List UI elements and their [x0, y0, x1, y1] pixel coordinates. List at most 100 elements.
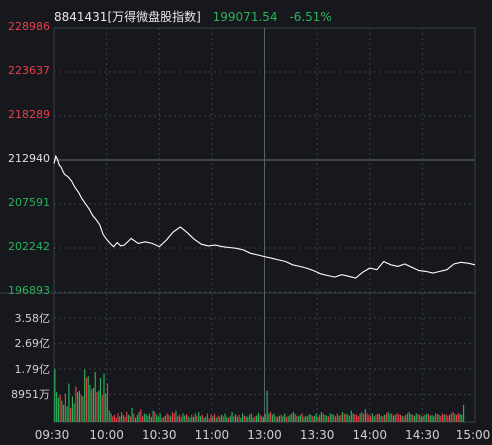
volume-bar: [115, 417, 117, 422]
volume-bar: [406, 413, 409, 422]
volume-bar: [198, 412, 200, 422]
volume-bar: [63, 404, 65, 422]
volume-bar: [256, 415, 258, 422]
volume-bar: [124, 416, 126, 422]
volume-bar: [382, 416, 384, 422]
volume-bar: [140, 409, 142, 422]
volume-bar: [391, 413, 393, 422]
volume-bar: [87, 376, 89, 422]
volume-bar: [441, 413, 444, 422]
volume-bar: [331, 414, 333, 422]
price-line: [53, 154, 476, 279]
volume-bar: [66, 406, 68, 422]
volume-bar: [105, 393, 107, 422]
volume-bar: [245, 416, 247, 422]
volume-bar: [161, 417, 163, 422]
time-tick-label: 10:00: [89, 428, 124, 442]
quote-header: 8841431[万得微盘股指数] 199071.54 -6.51%: [54, 8, 340, 26]
volume-bar: [164, 415, 166, 422]
price-tick-label: 202242: [8, 240, 50, 253]
time-tick-label: 13:30: [299, 428, 335, 442]
volume-bar: [249, 414, 251, 422]
volume-bar: [334, 416, 337, 422]
volume-bar: [385, 413, 387, 422]
volume-bar: [415, 413, 417, 422]
volume-bar: [61, 400, 63, 422]
volume-bar: [233, 416, 235, 422]
volume-bar: [240, 417, 242, 422]
volume-bar: [301, 413, 303, 422]
volume-bar: [206, 413, 209, 422]
price-tick-label: 196893: [8, 284, 50, 297]
volume-bar: [168, 414, 170, 422]
volume-bar: [254, 416, 256, 422]
volume-bar: [440, 415, 442, 422]
volume-tick-label: 3.58亿: [14, 312, 51, 325]
volume-bar: [263, 416, 265, 422]
volume-bar: [201, 414, 203, 422]
volume-bar: [327, 416, 330, 422]
volume-bar: [196, 415, 198, 422]
volume-bar: [120, 412, 123, 422]
volume-bar: [243, 415, 245, 422]
volume-bar: [77, 392, 79, 422]
volume-bar: [333, 414, 335, 422]
volume-bar: [352, 413, 354, 422]
volume-bar: [217, 415, 219, 422]
volume-bar: [59, 394, 61, 422]
volume-bar: [366, 413, 368, 422]
volume-bar: [401, 415, 403, 422]
volume-bar: [357, 416, 359, 422]
volume-bar: [147, 415, 149, 422]
volume-bar: [389, 414, 391, 422]
volume-bar: [210, 414, 212, 422]
volume-bar: [208, 418, 210, 422]
volume-bar: [257, 412, 259, 422]
volume-bar: [319, 414, 321, 422]
volume-bar: [259, 414, 261, 422]
volume-bar: [112, 416, 114, 422]
volume-bar: [312, 416, 314, 422]
volume-bar: [359, 413, 361, 422]
volume-bar: [356, 414, 358, 422]
last-price: 199071.54: [212, 10, 278, 24]
volume-bar: [238, 414, 240, 422]
volume-bar: [205, 416, 207, 422]
volume-bar: [305, 415, 307, 422]
volume-bar: [68, 383, 70, 422]
volume-bar: [180, 416, 182, 422]
volume-bar: [392, 415, 395, 422]
index-name: 8841431[万得微盘股指数]: [54, 10, 201, 24]
volume-bar: [284, 413, 286, 422]
volume-bar: [438, 414, 440, 422]
volume-bar: [80, 394, 82, 422]
volume-bar: [178, 414, 180, 422]
volume-bar: [380, 415, 382, 422]
time-tick-label: 11:00: [194, 428, 230, 442]
volume-bar: [219, 416, 221, 422]
volume-bar: [173, 413, 175, 422]
volume-tick-label: 8951万: [11, 388, 50, 402]
volume-bar: [150, 416, 152, 422]
volume-bar: [117, 413, 119, 422]
volume-bar: [159, 413, 161, 422]
volume-bar: [166, 413, 168, 422]
volume-bar: [199, 416, 202, 422]
volume-bar: [436, 414, 438, 422]
volume-bar: [152, 410, 154, 422]
volume-bar: [375, 414, 377, 422]
time-tick-label: 10:30: [141, 428, 177, 442]
volume-bar: [350, 410, 352, 422]
volume-bar: [280, 414, 282, 422]
volume-bar: [322, 413, 324, 422]
volume-bar: [371, 413, 373, 422]
change-percent: -6.51%: [289, 10, 332, 24]
volume-bar: [338, 415, 340, 422]
volume-bar: [236, 416, 238, 422]
volume-bar: [70, 407, 72, 422]
volume-bar: [294, 414, 296, 422]
volume-bar: [187, 416, 189, 422]
volume-bar: [175, 410, 177, 422]
